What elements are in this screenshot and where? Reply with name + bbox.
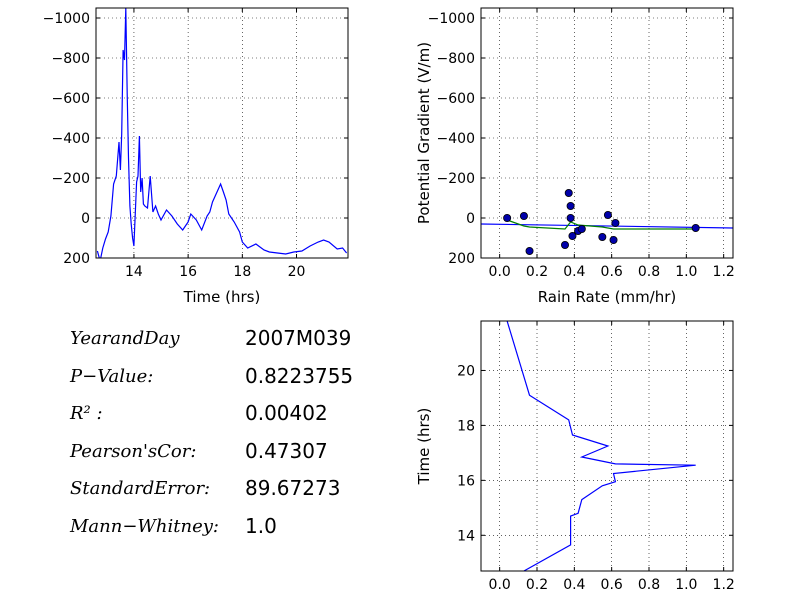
axes-frame <box>480 7 734 259</box>
stat-row-mannwhitney: Mann−Whitney: 1.0 <box>70 510 400 548</box>
y-tick-label: −600 <box>52 91 90 107</box>
scatter-point <box>525 246 534 255</box>
scatter-point <box>503 213 512 222</box>
stats-panel: YearandDay 2007M039 P−Value: 0.8223755 R… <box>70 322 400 548</box>
stat-row-year: YearandDay 2007M039 <box>70 322 400 360</box>
chart-panel-1: 14 16 18 20 −1000 −800 −600 −400 −200 0 200 Time (h… <box>43 7 349 306</box>
plot-area <box>96 8 348 258</box>
scatter-point <box>566 213 575 222</box>
y-axis-label: Potential Gradient (V/m) <box>415 42 433 224</box>
x-tick-label: 0.6 <box>601 264 623 280</box>
y-tick-label: −1000 <box>428 11 475 27</box>
stat-row-stderr: StandardError: 89.67273 <box>70 472 400 510</box>
stat-value: 0.00402 <box>245 401 328 426</box>
y-tick-label: 200 <box>63 251 90 267</box>
x-tick-label: 0.8 <box>638 264 660 280</box>
x-axis-label: Time (hrs) <box>183 288 261 306</box>
y-tick-label: −800 <box>437 51 475 67</box>
scatter-point <box>566 201 575 210</box>
y-tick-label: 16 <box>457 473 475 489</box>
stat-label: Mann−Whitney: <box>70 515 219 537</box>
x-tick-label: 0.4 <box>563 577 585 593</box>
y-tick-label: 200 <box>448 251 475 267</box>
x-axis-label: Rain Rate (mm/hr) <box>538 288 677 306</box>
x-tick-label: 0.0 <box>489 264 511 280</box>
chart-panel-3: 0.0 0.2 0.4 0.6 0.8 1.0 1.2 14 16 18 20 Time (hrs) <box>415 320 735 593</box>
x-tick-label: 16 <box>179 264 197 280</box>
plot-area <box>506 321 696 571</box>
y-tick-label: −600 <box>437 91 475 107</box>
stat-label: YearandDay <box>70 328 180 349</box>
stat-row-pearson: Pearson'sCor: 0.47307 <box>70 435 400 473</box>
stat-value: 2007M039 <box>245 326 352 350</box>
trend-line <box>506 219 696 230</box>
x-tick-label: 20 <box>288 264 306 280</box>
x-tick-label: 1.2 <box>713 264 735 280</box>
stat-label: Pearson'sCor: <box>70 440 197 462</box>
stat-row-pvalue: P−Value: 0.8223755 <box>70 360 400 398</box>
y-tick-label: 18 <box>457 418 475 434</box>
series-line <box>506 321 696 571</box>
x-tick-label: 0.2 <box>526 264 548 280</box>
stat-label: StandardError: <box>70 478 211 500</box>
x-tick-label: 14 <box>125 264 143 280</box>
y-tick-label: 0 <box>81 211 90 227</box>
scatter-point <box>609 235 618 244</box>
stat-value: 89.67273 <box>245 476 341 501</box>
stat-label: R² : <box>70 403 103 425</box>
stat-value: 1.0 <box>245 513 277 538</box>
axes-frame <box>95 7 349 259</box>
y-tick-label: 20 <box>457 363 475 379</box>
scatter-point <box>564 188 573 197</box>
x-tick-label: 18 <box>233 264 251 280</box>
series-line <box>96 8 348 258</box>
scatter-point <box>577 224 586 233</box>
y-axis-label: Time (hrs) <box>415 408 433 486</box>
y-tick-label: −800 <box>52 51 90 67</box>
x-tick-label: 0.6 <box>601 577 623 593</box>
stat-value: 0.47307 <box>245 438 328 463</box>
scatter-point <box>519 211 528 220</box>
scatter-point <box>691 223 700 232</box>
scatter-point <box>603 210 612 219</box>
scatter-point <box>568 231 577 240</box>
x-tick-label: 1.0 <box>675 264 697 280</box>
axes-frame <box>480 320 734 572</box>
x-tick-label: 1.0 <box>675 577 697 593</box>
y-tick-label: −200 <box>437 171 475 187</box>
y-tick-label: −400 <box>437 131 475 147</box>
scatter-point <box>598 232 607 241</box>
scatter-point <box>561 240 570 249</box>
stat-label: P−Value: <box>70 365 154 387</box>
x-tick-label: 1.2 <box>713 577 735 593</box>
chart-panel-2: 0.0 0.2 0.4 0.6 0.8 1.0 1.2 −1000 −800 −600 −400 −2… <box>415 7 735 306</box>
scatter-point <box>611 218 620 227</box>
fit-line <box>481 223 733 229</box>
stat-row-r2: R² : 0.00402 <box>70 397 400 435</box>
stat-value: 0.8223755 <box>245 363 354 388</box>
y-tick-label: 0 <box>466 211 475 227</box>
x-tick-label: 0.2 <box>526 577 548 593</box>
x-tick-label: 0.0 <box>489 577 511 593</box>
x-tick-label: 0.4 <box>563 264 585 280</box>
y-tick-label: −1000 <box>43 11 90 27</box>
y-tick-label: −400 <box>52 131 90 147</box>
y-tick-label: −200 <box>52 171 90 187</box>
x-tick-label: 0.8 <box>638 577 660 593</box>
y-tick-label: 14 <box>457 528 475 544</box>
plot-area <box>481 188 733 255</box>
